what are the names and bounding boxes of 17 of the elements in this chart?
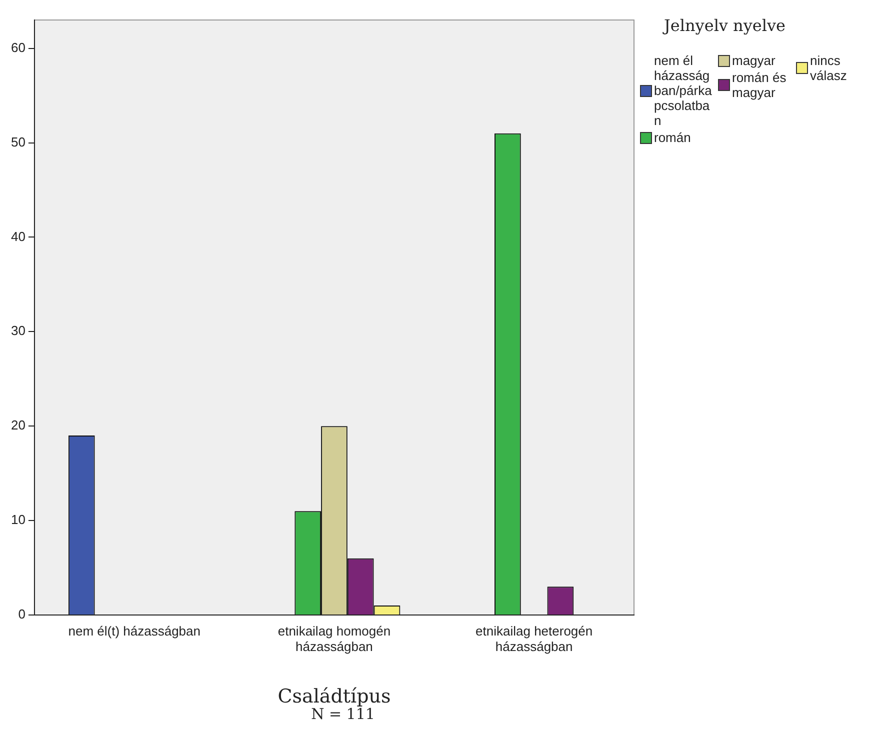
x-tick-label: etnikailag heterogén házasságban	[476, 623, 593, 654]
y-tick-label: 40	[10, 228, 26, 244]
x-tick-label: etnikailag homogén házasságban	[278, 623, 391, 654]
legend-label: nincs válasz	[810, 53, 848, 83]
y-tick-label: 20	[10, 418, 26, 433]
y-tick-label: 50	[10, 134, 26, 150]
x-axis-title: Családtípus	[278, 686, 391, 708]
x-tick-label: nem él(t) házasságban	[68, 623, 201, 638]
legend-label: román	[654, 130, 692, 145]
legend-label: magyar	[732, 53, 776, 68]
text: N = 111	[311, 705, 375, 723]
legend-title: Jelnyelv nyelve	[664, 16, 786, 35]
y-tick-label: 60	[10, 40, 26, 55]
y-tick-label: 30	[10, 323, 26, 338]
legend-label: román és magyar	[732, 70, 788, 100]
y-tick-label: 10	[10, 512, 26, 528]
y-tick-label: 0	[18, 606, 26, 622]
